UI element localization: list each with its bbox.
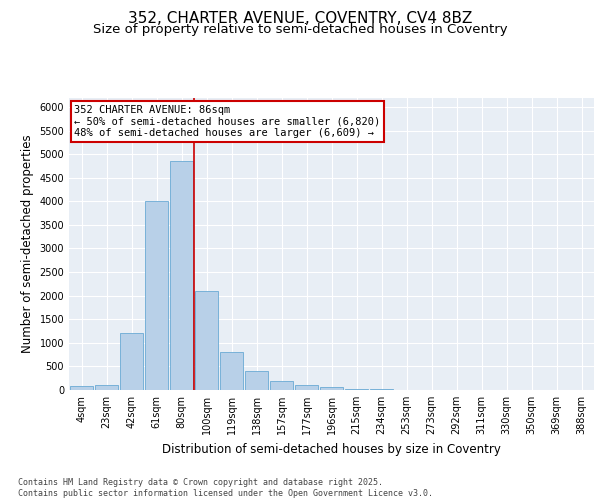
Bar [220, 352, 243, 390]
Bar [120, 334, 143, 390]
Bar [320, 387, 343, 390]
Text: Size of property relative to semi-detached houses in Coventry: Size of property relative to semi-detach… [92, 22, 508, 36]
Bar [195, 291, 218, 390]
Bar [295, 386, 318, 390]
Bar [245, 371, 268, 390]
Text: 352 CHARTER AVENUE: 86sqm
← 50% of semi-detached houses are smaller (6,820)
48% : 352 CHARTER AVENUE: 86sqm ← 50% of semi-… [74, 105, 380, 138]
Bar [345, 388, 368, 390]
Bar [70, 386, 93, 390]
Y-axis label: Number of semi-detached properties: Number of semi-detached properties [21, 134, 34, 353]
Bar [170, 161, 193, 390]
Text: Contains HM Land Registry data © Crown copyright and database right 2025.
Contai: Contains HM Land Registry data © Crown c… [18, 478, 433, 498]
Bar [270, 380, 293, 390]
Text: 352, CHARTER AVENUE, COVENTRY, CV4 8BZ: 352, CHARTER AVENUE, COVENTRY, CV4 8BZ [128, 11, 472, 26]
Bar [145, 202, 168, 390]
X-axis label: Distribution of semi-detached houses by size in Coventry: Distribution of semi-detached houses by … [162, 442, 501, 456]
Bar [95, 386, 118, 390]
